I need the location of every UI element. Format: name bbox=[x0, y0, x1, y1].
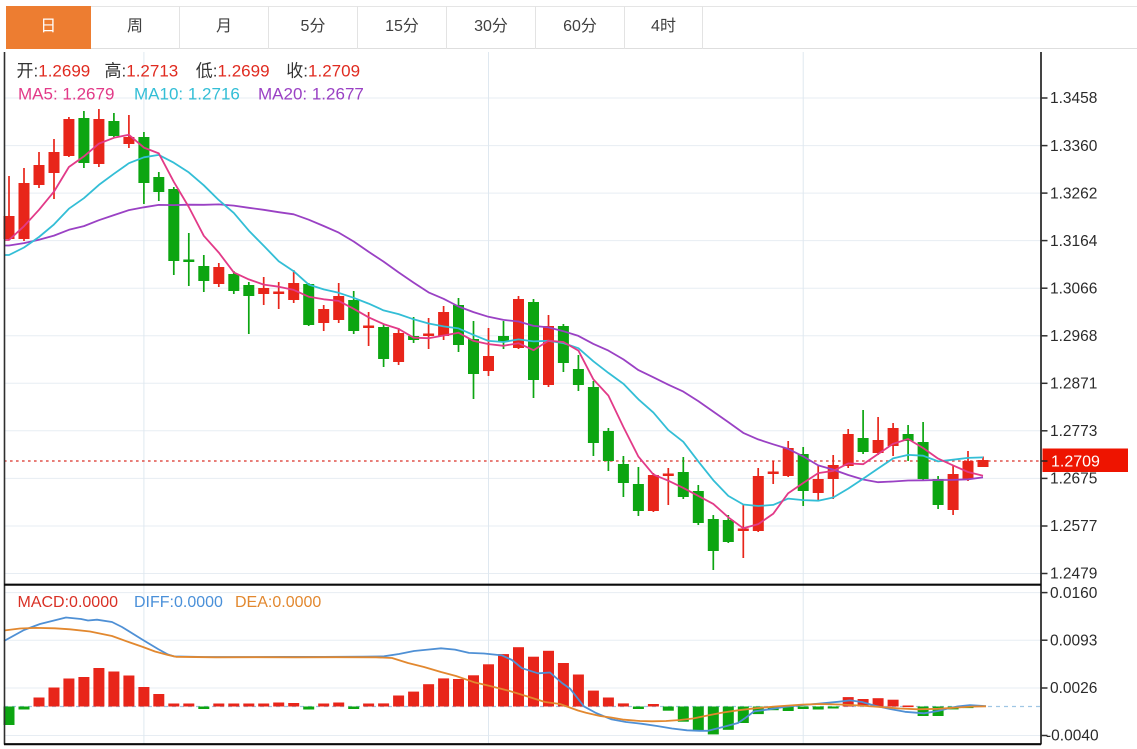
svg-text:0.0160: 0.0160 bbox=[1050, 585, 1098, 602]
svg-text:1.3066: 1.3066 bbox=[1050, 280, 1097, 297]
svg-text:1.3164: 1.3164 bbox=[1050, 233, 1098, 250]
svg-text:0.0026: 0.0026 bbox=[1050, 680, 1097, 697]
svg-text:0.0093: 0.0093 bbox=[1050, 632, 1097, 649]
svg-text:1.2871: 1.2871 bbox=[1050, 376, 1097, 393]
svg-text:1.2675: 1.2675 bbox=[1050, 471, 1097, 488]
svg-text:-0.0040: -0.0040 bbox=[1046, 728, 1099, 745]
svg-text:1.2773: 1.2773 bbox=[1050, 423, 1097, 440]
svg-text:1.3262: 1.3262 bbox=[1050, 185, 1097, 202]
svg-text:1.2577: 1.2577 bbox=[1050, 518, 1097, 535]
svg-text:1.3458: 1.3458 bbox=[1050, 90, 1097, 107]
svg-text:1.3360: 1.3360 bbox=[1050, 138, 1098, 155]
svg-text:1.2709: 1.2709 bbox=[1051, 454, 1100, 471]
svg-text:1.2479: 1.2479 bbox=[1050, 566, 1097, 583]
svg-text:1.2968: 1.2968 bbox=[1050, 328, 1097, 345]
